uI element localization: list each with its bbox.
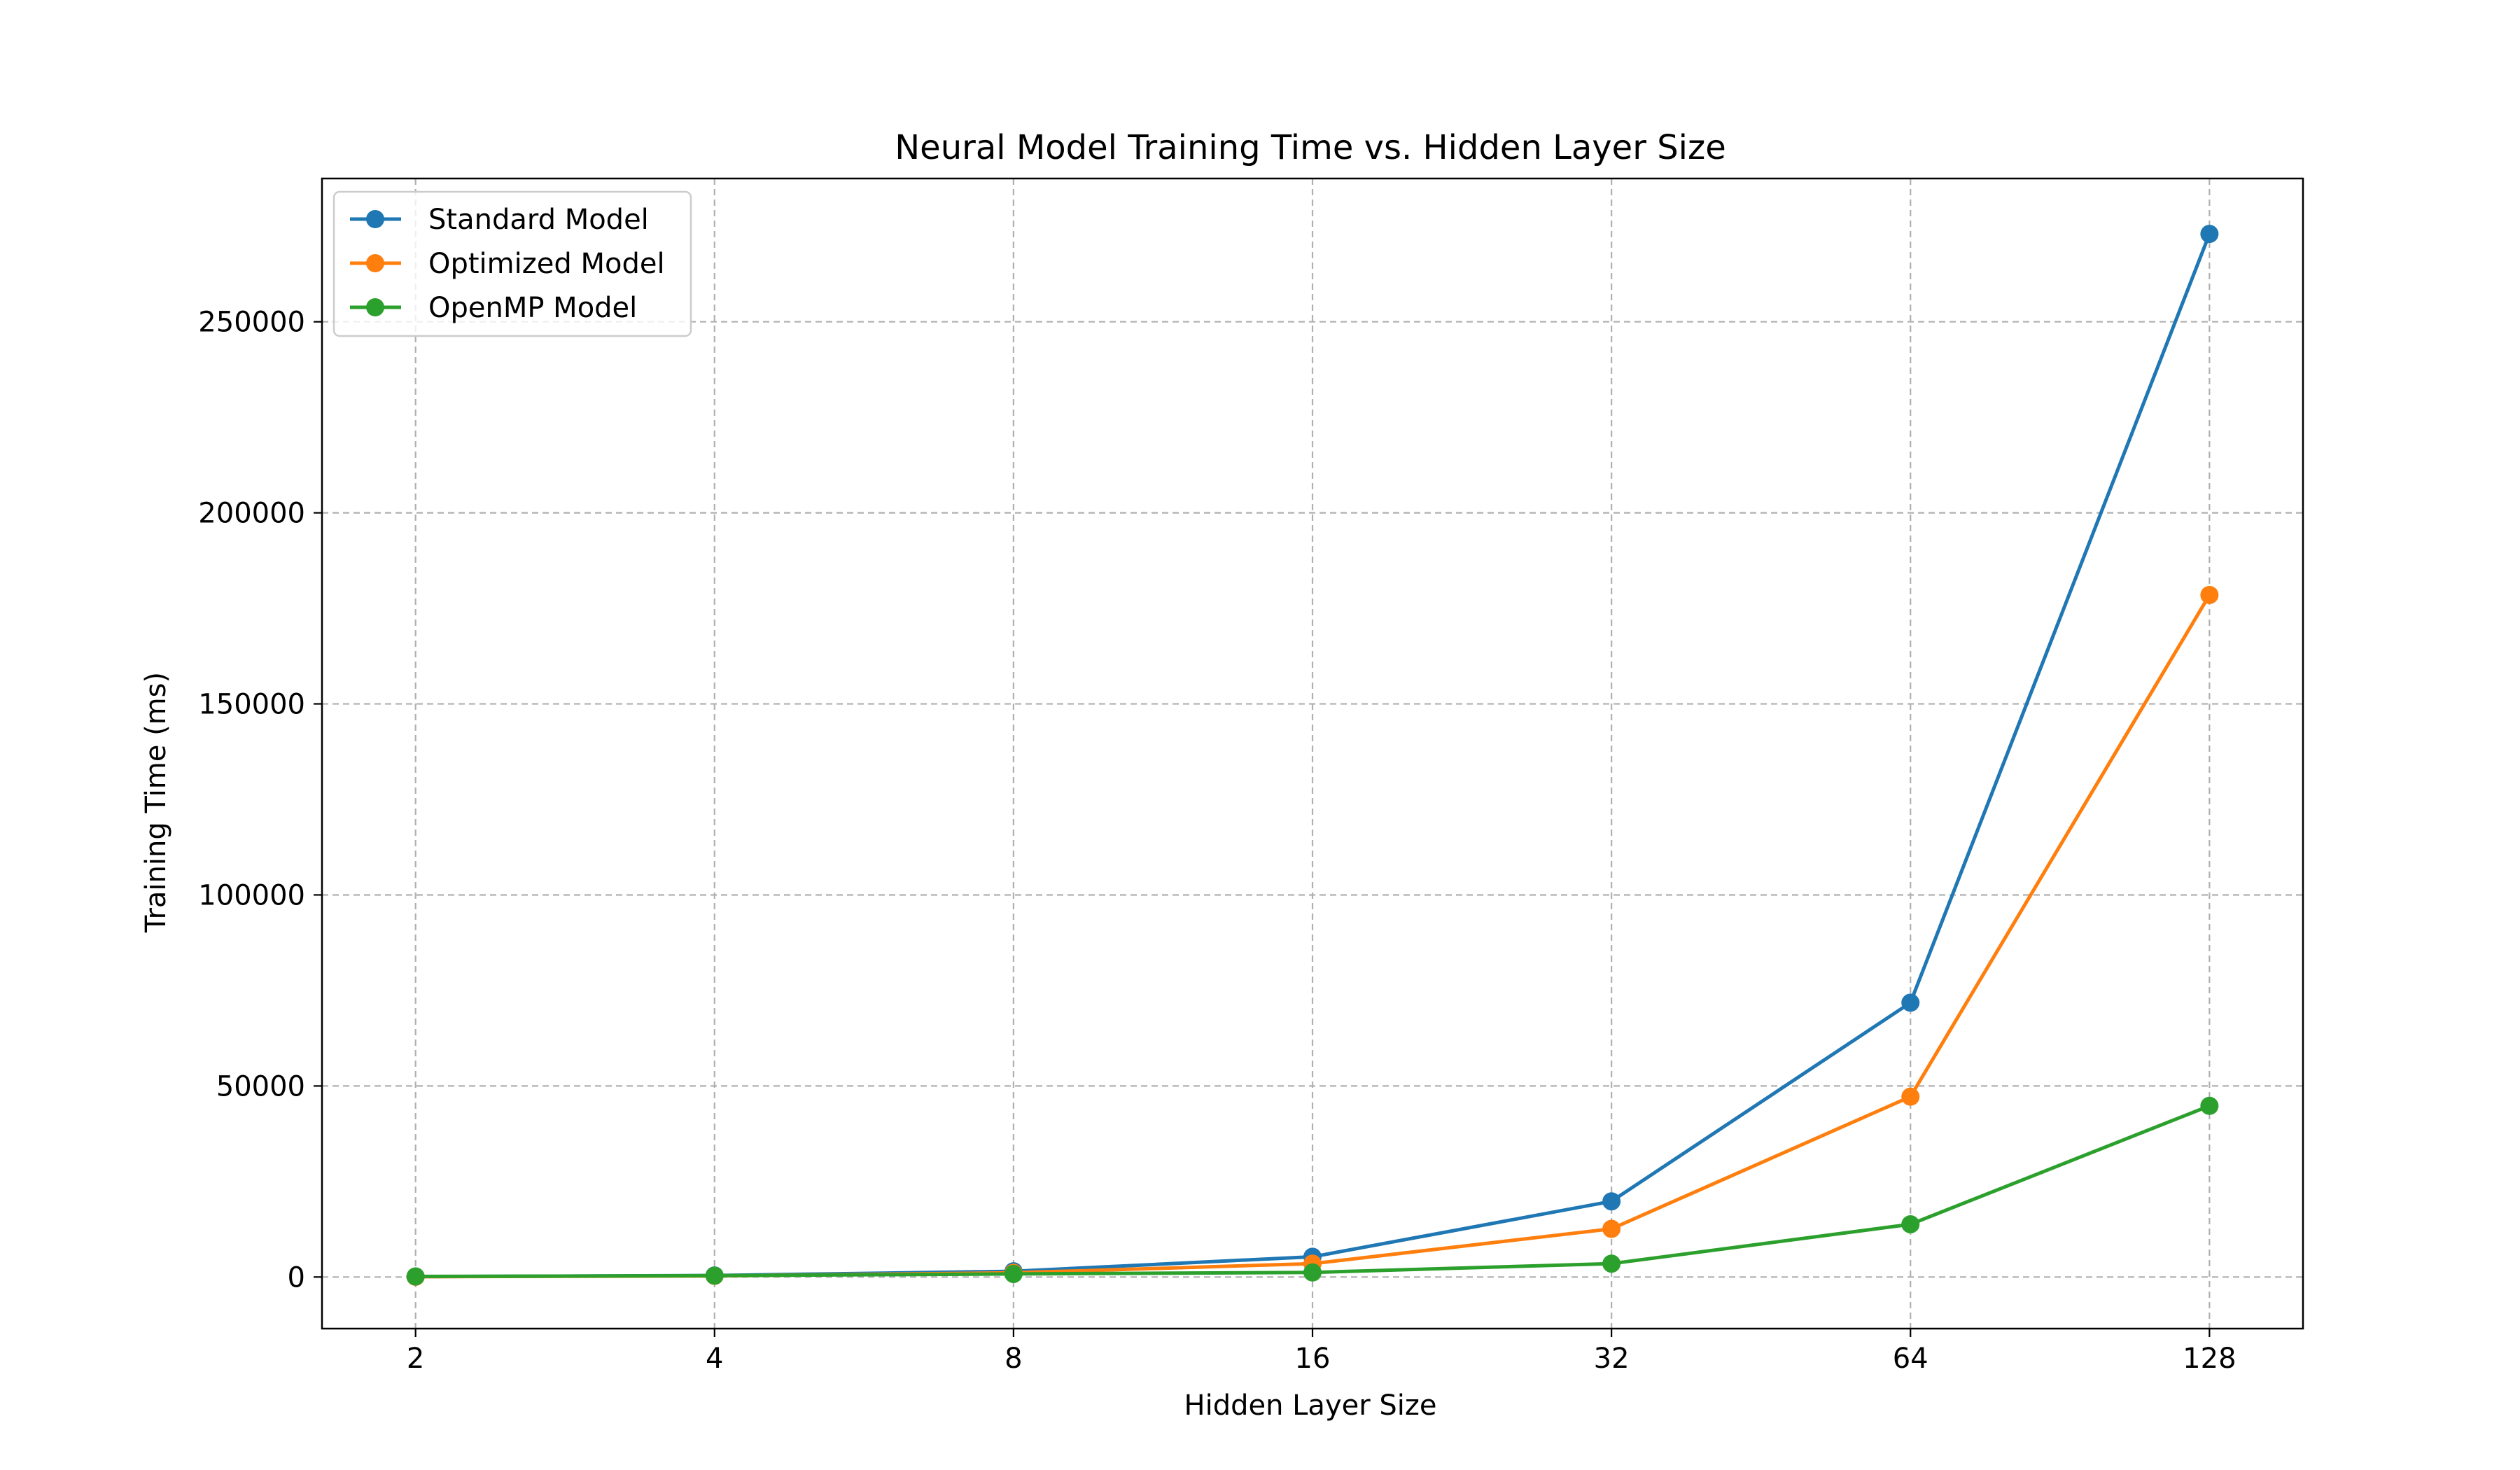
- y-tick-label: 0: [288, 1261, 305, 1294]
- data-point: [1602, 1192, 1621, 1211]
- data-point: [406, 1267, 425, 1286]
- legend-label: Optimized Model: [428, 248, 665, 280]
- data-point: [1901, 1214, 1920, 1233]
- y-axis-ticks: 0 50000 100000 150000 200000 250000: [198, 307, 322, 1294]
- x-axis-ticks: 2 4 8 16 32 64 128: [407, 1329, 2236, 1375]
- series-openmp-model: [406, 1096, 2219, 1286]
- data-point: [705, 1266, 724, 1285]
- x-tick-label: 128: [2183, 1343, 2236, 1375]
- legend-swatch-marker: [366, 210, 384, 228]
- x-axis-label: Hidden Layer Size: [1184, 1390, 1437, 1422]
- x-tick-label: 2: [407, 1343, 424, 1375]
- legend-swatch-marker: [366, 298, 384, 316]
- chart-title: Neural Model Training Time vs. Hidden La…: [895, 128, 1726, 167]
- data-point: [1004, 1264, 1023, 1283]
- data-point: [2200, 1096, 2219, 1115]
- x-tick-label: 4: [706, 1343, 723, 1375]
- legend-entries: Standard Model Optimized Model OpenMP Mode…: [350, 204, 665, 324]
- y-tick-label: 150000: [198, 689, 305, 721]
- data-point: [1901, 993, 1920, 1012]
- x-tick-label: 16: [1295, 1343, 1331, 1375]
- data-point: [1602, 1254, 1621, 1273]
- data-point: [1303, 1263, 1322, 1282]
- x-tick-label: 64: [1893, 1343, 1928, 1375]
- data-point: [1602, 1219, 1621, 1238]
- y-axis-label: Training Time (ms): [140, 672, 172, 933]
- y-tick-label: 100000: [198, 879, 305, 911]
- legend-box: [332, 190, 692, 337]
- y-tick-label: 50000: [216, 1070, 305, 1102]
- x-tick-label: 32: [1594, 1343, 1630, 1375]
- data-point: [1901, 1087, 1920, 1106]
- x-tick-label: 8: [1004, 1343, 1022, 1375]
- y-tick-label: 200000: [198, 498, 305, 530]
- data-point: [2200, 585, 2219, 604]
- y-tick-label: 250000: [198, 307, 305, 339]
- legend: Standard Model Optimized Model OpenMP Mode…: [332, 190, 692, 337]
- series-layer: [406, 225, 2219, 1286]
- data-point: [2200, 225, 2219, 244]
- legend-label: OpenMP Model: [428, 292, 637, 324]
- legend-label: Standard Model: [428, 204, 649, 236]
- legend-swatch-marker: [366, 254, 384, 272]
